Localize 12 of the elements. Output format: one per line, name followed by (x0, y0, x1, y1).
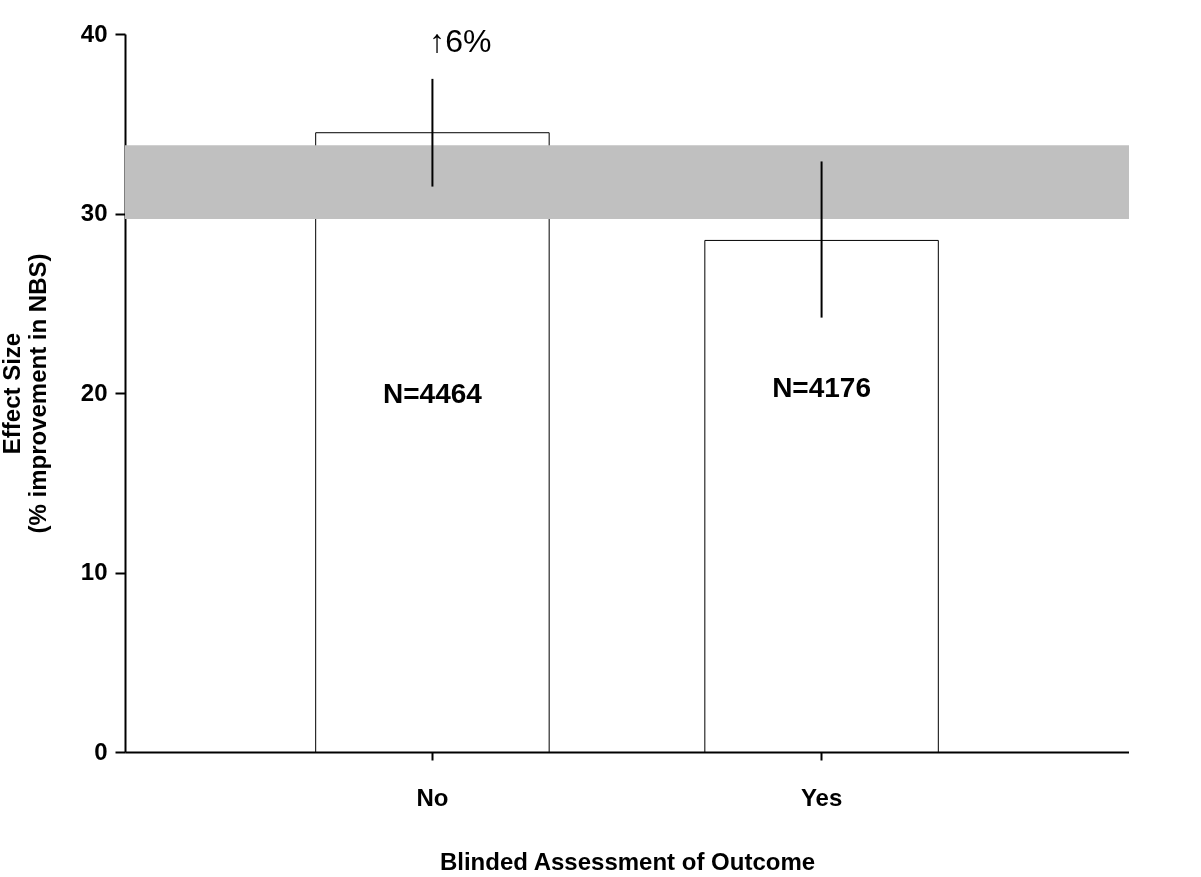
y-tick-label: 20 (80, 378, 108, 406)
y-tick-label: 0 (94, 737, 108, 765)
annotation: N=4464 (382, 378, 483, 409)
y-tick-label: 10 (80, 558, 108, 585)
x-axis-title: Blinded Assessment of Outcome (439, 847, 816, 875)
y-tick-label: 30 (80, 199, 108, 226)
y-tick-label: 40 (80, 19, 108, 47)
annotation: N=4176 (772, 372, 872, 403)
y-axis-title: Effect Size (% improvement in NBS) (0, 253, 51, 534)
annotation: ↑6% (429, 23, 492, 59)
x-tick-label: No (416, 783, 449, 811)
x-tick-label: Yes (800, 783, 843, 811)
